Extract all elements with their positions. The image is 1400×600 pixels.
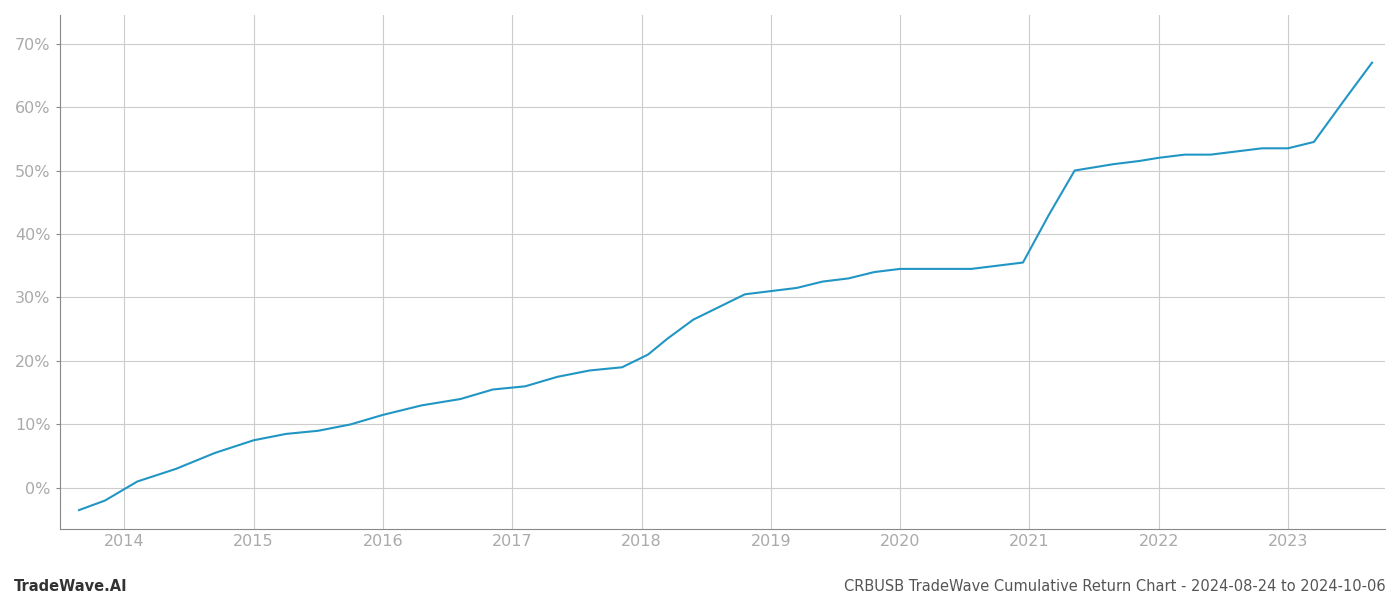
Text: CRBUSB TradeWave Cumulative Return Chart - 2024-08-24 to 2024-10-06: CRBUSB TradeWave Cumulative Return Chart… xyxy=(844,579,1386,594)
Text: TradeWave.AI: TradeWave.AI xyxy=(14,579,127,594)
